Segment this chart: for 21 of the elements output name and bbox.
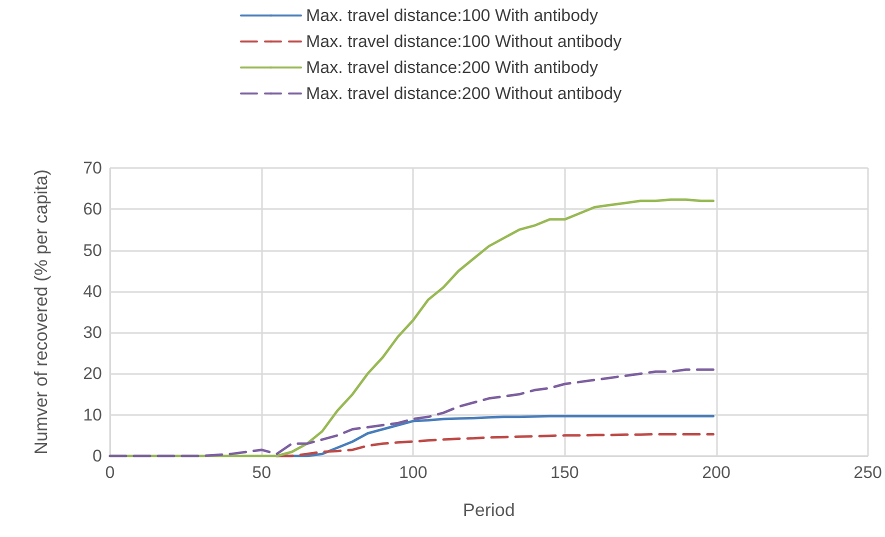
y-tick-label: 20 [83,364,102,384]
x-tick-label: 50 [252,463,272,482]
y-tick-label: 0 [92,446,102,466]
legend-label: Max. travel distance:200 Without antibody [306,84,622,103]
x-tick-label: 100 [398,463,428,482]
x-tick-label: 250 [854,463,882,482]
line-series [108,368,714,458]
legend-label: Max. travel distance:100 With antibody [306,6,598,25]
y-tick-label: 30 [83,323,102,342]
y-tick-label: 70 [83,158,102,178]
x-tick-label: 0 [105,463,115,482]
legend-label: Max. travel distance:200 With antibody [306,58,598,77]
legend-label: Max. travel distance:100 Without antibody [306,32,622,51]
y-axis-title: Numver of recovered (% per capita) [31,169,51,455]
y-tick-label: 40 [83,282,102,301]
x-axis-title: Period [462,500,515,520]
y-tick-label: 60 [83,200,102,219]
y-tick-label: 50 [83,240,102,260]
x-tick-label: 150 [550,463,579,482]
x-tick-label: 200 [702,463,730,482]
y-tick-label: 10 [83,405,102,424]
